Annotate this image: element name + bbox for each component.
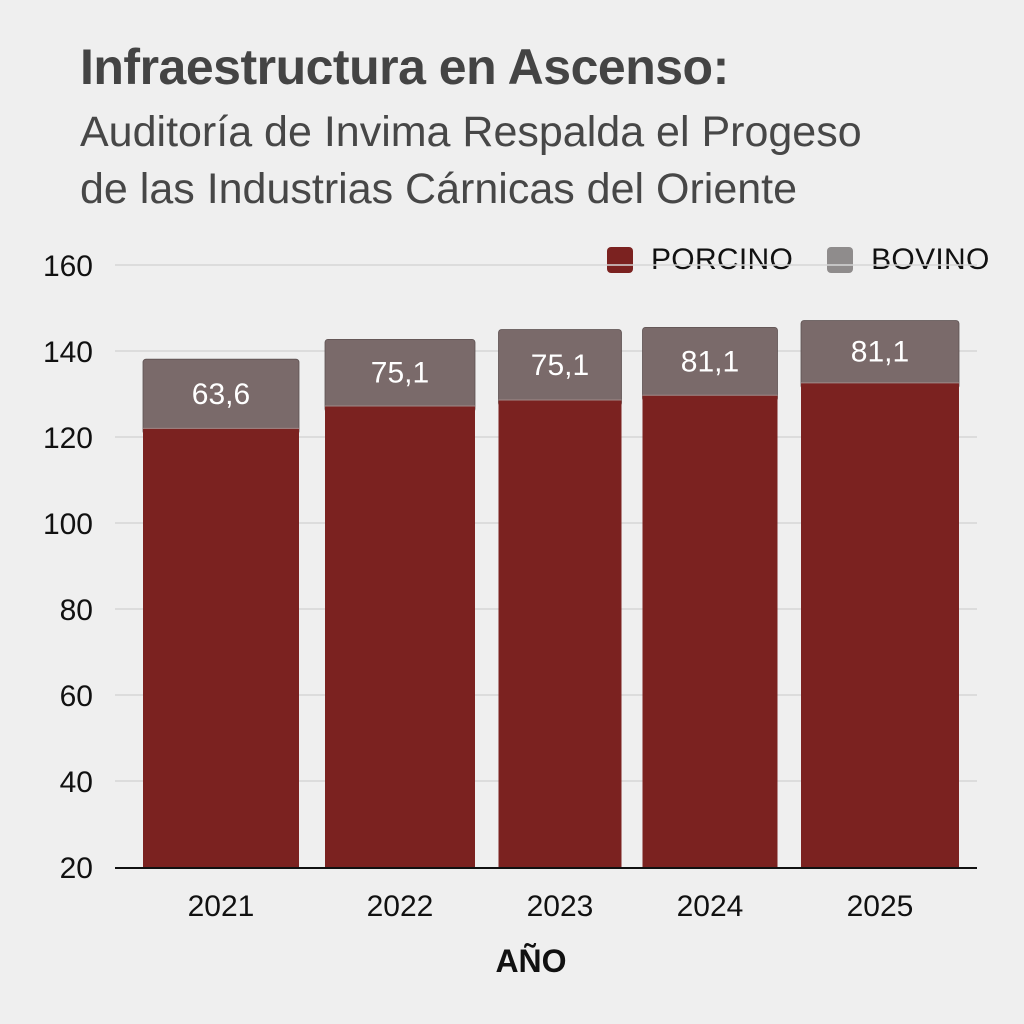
- x-tick-label: 2025: [847, 890, 914, 923]
- chart-title: Infraestructura en Ascenso:: [80, 39, 729, 95]
- bar-group-2023: 75,1: [498, 329, 622, 867]
- bar-segment-porcino[interactable]: [498, 400, 622, 867]
- y-tick-label: 40: [60, 766, 93, 799]
- x-tick-label: 2024: [677, 890, 744, 923]
- bar-segment-porcino[interactable]: [143, 428, 299, 867]
- y-tick-label: 60: [60, 680, 93, 713]
- legend: PORCINO BOVINO: [607, 243, 1024, 277]
- bar-data-label: 81,1: [851, 336, 909, 369]
- y-axis-ticks: 20 40 60 80 100 120 140 160: [43, 250, 93, 885]
- x-axis-ticks: 2021 2022 2023 2024 2025: [188, 890, 914, 923]
- subtitle-line-2: de las Industrias Cárnicas del Oriente: [80, 165, 798, 213]
- y-tick-label: 80: [60, 594, 93, 627]
- x-tick-label: 2023: [527, 890, 594, 923]
- y-tick-label: 140: [43, 336, 93, 369]
- bar-segment-porcino[interactable]: [642, 395, 778, 867]
- bar-group-2024: 81,1: [642, 326, 778, 867]
- legend-label-porcino: PORCINO: [651, 243, 794, 276]
- legend-label-bovino: BOVINO: [871, 243, 990, 276]
- legend-swatch-porcino: [607, 247, 633, 273]
- bar-data-label: 75,1: [531, 349, 589, 382]
- bars: 63,6 75,1 75,1 81,1 81,1: [142, 320, 960, 867]
- bar-data-label: 81,1: [681, 345, 739, 378]
- y-tick-label: 100: [43, 508, 93, 541]
- legend-item-bovino[interactable]: BOVINO: [827, 243, 990, 277]
- bar-group-2022: 75,1: [324, 338, 476, 867]
- x-tick-label: 2022: [367, 890, 434, 923]
- legend-swatch-bovino: [827, 247, 854, 273]
- chart-subtitle: Auditoría de Invima Respalda el Progeso …: [80, 104, 1020, 218]
- x-axis-label: AÑO: [495, 943, 566, 979]
- bar-data-label: 63,6: [192, 378, 250, 411]
- y-tick-label: 120: [43, 422, 93, 455]
- y-tick-label: 20: [60, 852, 93, 885]
- x-tick-label: 2021: [188, 890, 255, 923]
- bar-group-2025: 81,1: [800, 320, 960, 867]
- legend-item-porcino[interactable]: PORCINO: [607, 243, 793, 277]
- y-tick-label: 160: [43, 250, 93, 283]
- bar-segment-porcino[interactable]: [325, 406, 475, 867]
- bar-data-label: 75,1: [371, 357, 429, 390]
- bar-group-2021: 63,6: [142, 358, 300, 867]
- subtitle-line-1: Auditoría de Invima Respalda el Progeso: [80, 108, 862, 156]
- bar-segment-porcino[interactable]: [801, 382, 959, 867]
